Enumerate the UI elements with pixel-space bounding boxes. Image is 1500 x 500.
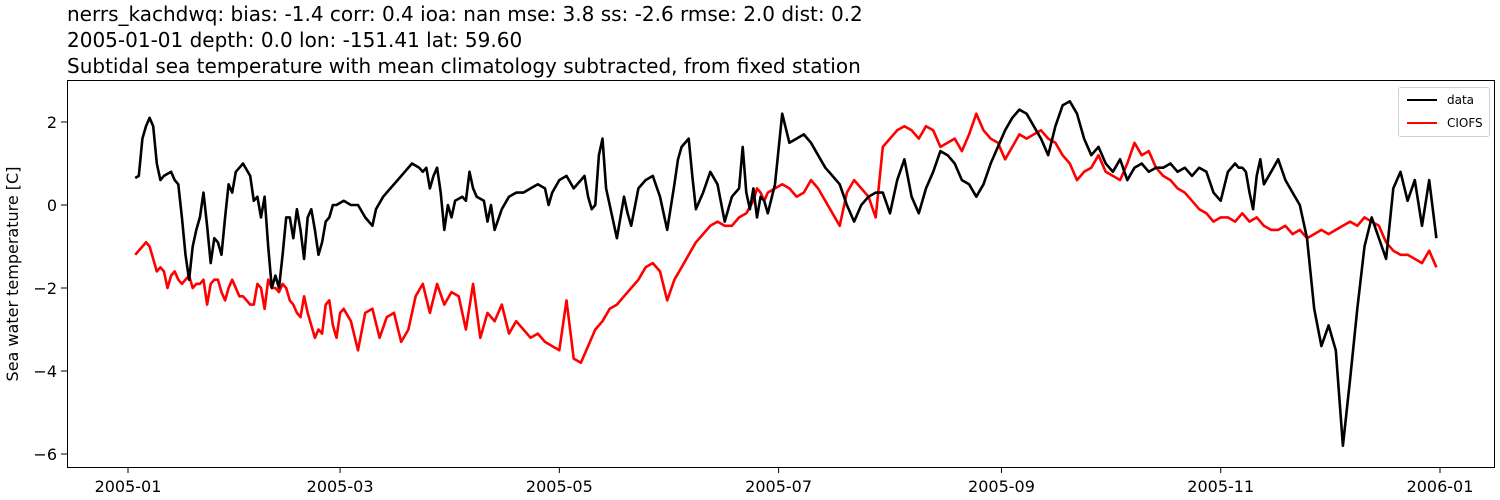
y-axis-label: Sea water temperature [C]	[3, 167, 22, 382]
legend-swatch-ciofs	[1407, 122, 1437, 124]
x-tick-label: 2006-01	[1407, 477, 1474, 496]
series-line-data	[134, 100, 1438, 448]
chart-title-metrics: nerrs_kachdwq: bias: -1.4 corr: 0.4 ioa:…	[67, 2, 863, 26]
plot-area	[134, 100, 1438, 448]
axes-frame	[67, 80, 1495, 468]
x-tick-label: 2005-03	[307, 477, 374, 496]
x-tick-label: 2005-05	[526, 477, 593, 496]
y-tick-label: −6	[33, 445, 57, 464]
x-tick-label: 2005-09	[968, 477, 1035, 496]
chart-title-description: Subtidal sea temperature with mean clima…	[67, 54, 861, 78]
y-tick-label: 0	[47, 196, 57, 215]
y-tick-label: −2	[33, 279, 57, 298]
y-tick-label: 2	[47, 113, 57, 132]
legend: data CIOFS	[1398, 87, 1490, 137]
x-tick-label: 2005-07	[745, 477, 812, 496]
legend-swatch-data	[1407, 99, 1437, 101]
y-axis: 2 0 −2 −4 −6	[33, 113, 67, 464]
y-tick-label: −4	[33, 362, 57, 381]
chart-title-location: 2005-01-01 depth: 0.0 lon: -151.41 lat: …	[67, 28, 523, 52]
x-tick-label: 2005-11	[1187, 477, 1254, 496]
legend-label-ciofs: CIOFS	[1447, 116, 1483, 130]
legend-item-ciofs: CIOFS	[1407, 114, 1483, 132]
x-tick-label: 2005-01	[95, 477, 162, 496]
x-axis: 2005-01 2005-03 2005-05 2005-07 2005-09 2005-…	[95, 467, 1474, 496]
legend-label-data: data	[1447, 93, 1475, 107]
legend-item-data: data	[1407, 91, 1474, 109]
series-line-ciofs	[134, 112, 1438, 365]
